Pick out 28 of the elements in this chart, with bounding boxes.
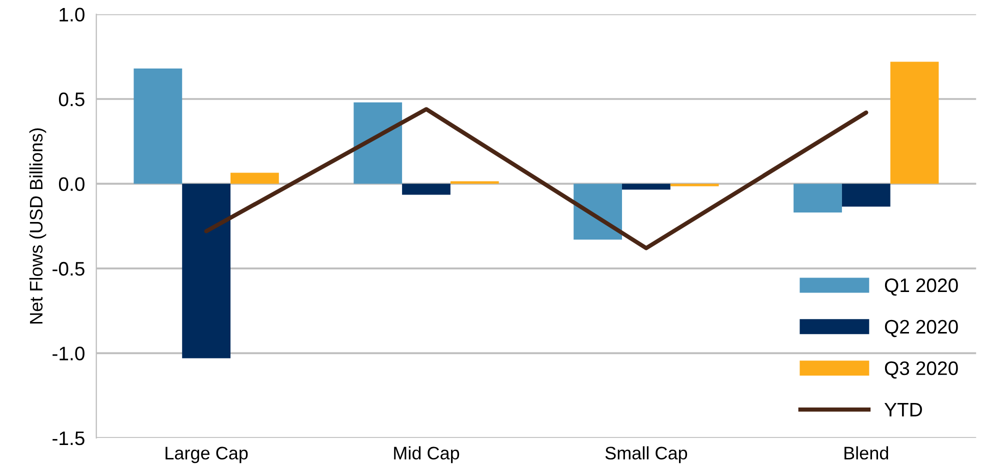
legend-label: Q1 2020 (884, 278, 958, 296)
y-tick-label: 0.0 (58, 177, 84, 191)
x-tick-label: Blend (844, 446, 888, 460)
bar (574, 184, 622, 240)
line-series (204, 107, 868, 250)
legend-label: YTD (884, 403, 922, 416)
y-tick-label: -0.5 (52, 262, 84, 276)
y-axis-title: Net Flows (USD Billions) (29, 128, 46, 324)
bar (670, 184, 719, 186)
bar (402, 184, 450, 195)
legend-label: Q3 2020 (884, 361, 958, 379)
y-tick-label: -1.0 (52, 346, 84, 360)
bar (450, 181, 499, 184)
x-tick-label: Large Cap (166, 446, 248, 464)
bar (354, 102, 402, 184)
bar (890, 62, 939, 184)
x-tick-label: Mid Cap (394, 446, 460, 464)
x-tick-label: Small Cap (605, 446, 688, 464)
bar (134, 68, 182, 184)
bar (794, 184, 842, 213)
y-tick-label: -1.5 (52, 432, 84, 446)
bar (842, 184, 890, 207)
y-tick-label: 0.5 (58, 92, 84, 106)
bar (622, 184, 670, 190)
bar (230, 172, 279, 184)
legend-label: Q2 2020 (884, 320, 958, 338)
y-tick-label: 1.0 (60, 8, 84, 22)
bar (182, 184, 230, 358)
